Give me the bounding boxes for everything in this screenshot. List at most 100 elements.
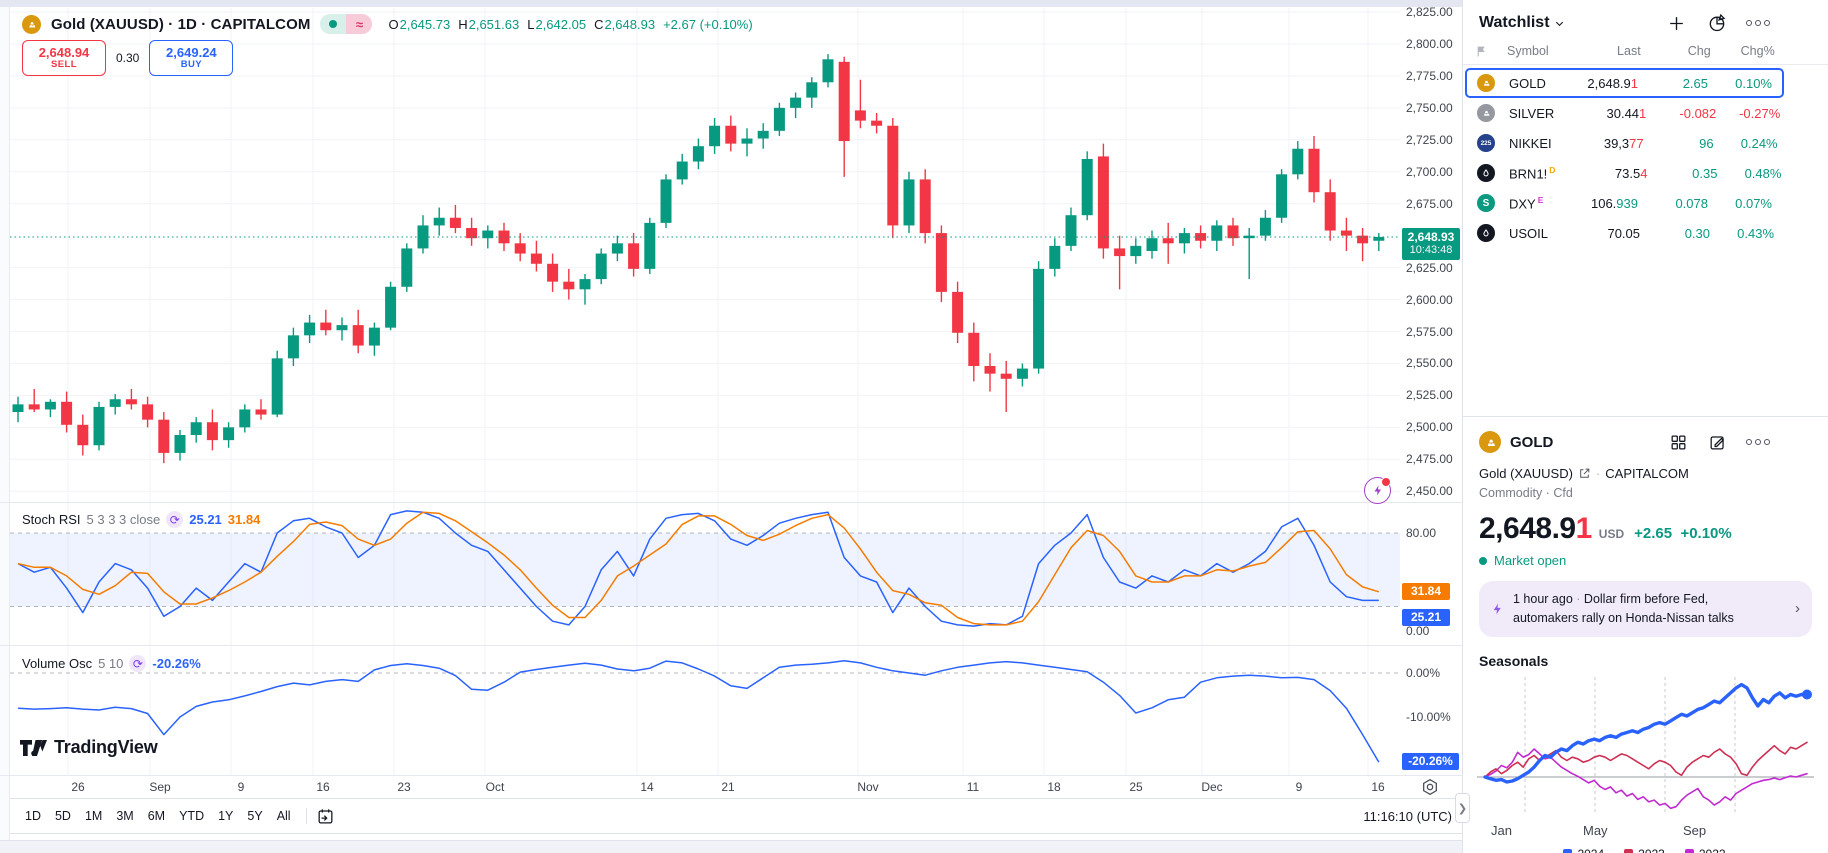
stoch-tick: 80.00 (1406, 526, 1437, 540)
range-button-5d[interactable]: 5D (54, 809, 71, 823)
date-tick: 11 (966, 780, 980, 794)
dollar-icon: S (1477, 194, 1495, 212)
market-status-pill[interactable]: ≈ (320, 14, 373, 34)
range-button-5y[interactable]: 5Y (247, 809, 263, 823)
refresh-icon[interactable]: ⟳ (166, 511, 184, 528)
panel-collapse-handle[interactable]: ❯ (1455, 793, 1470, 823)
range-button-ytd[interactable]: YTD (179, 809, 205, 823)
silver-icon (1477, 104, 1495, 122)
range-button-1m[interactable]: 1M (84, 809, 103, 823)
legend-item-2024[interactable]: 2024 (1563, 847, 1604, 853)
time-axis[interactable]: 26 Sep 9 16 23 Oct 14 21 Nov 11 18 25 Dec 9 16 (10, 776, 1462, 797)
watchlist-menu-icon[interactable] (1745, 19, 1770, 27)
edit-note-icon[interactable] (1707, 431, 1729, 453)
date-tick: 16 (316, 780, 330, 794)
date-tick: 25 (1129, 780, 1143, 794)
volume-osc-header[interactable]: Volume Osc 5 10 ⟳ -20.26% (22, 655, 201, 672)
last-price-badge: 2,648.93 10:43:48 (1402, 228, 1460, 261)
last-value: 2,648.91 (1587, 75, 1638, 91)
pane-separator[interactable] (0, 645, 1462, 646)
range-button-1d[interactable]: 1D (25, 809, 41, 823)
go-to-date-icon[interactable] (315, 805, 337, 827)
tradingview-logo[interactable]: TradingView (20, 737, 158, 758)
buy-button[interactable]: 2,649.24 BUY (149, 40, 234, 76)
seasonals-month-tick: Jan (1491, 822, 1512, 838)
date-tick: 14 (640, 780, 654, 794)
watchlist-row-brn1[interactable]: BRN1! D 73.54 0.35 0.48% (1465, 158, 1784, 188)
watchlist-row-dxy[interactable]: S DXY E 106.939 0.078 0.07% (1465, 188, 1784, 218)
seasonals-title: Seasonals (1479, 652, 1549, 669)
legend-swatch (1684, 849, 1694, 853)
legend-item-2022[interactable]: 2022 (1684, 847, 1726, 853)
last-price: 2,648.93 (1407, 230, 1455, 245)
watchlist-row-gold[interactable]: GOLD 2,648.91 2.65 0.10% (1465, 68, 1784, 98)
watchlist-row-silver[interactable]: SILVER 30.441 -0.082 -0.27% (1465, 98, 1784, 128)
right-panel: Watchlist Symbol Last Chg Chg% GOLD 2, (1463, 0, 1828, 853)
external-link-icon[interactable] (1578, 467, 1591, 480)
price-tick: 2,725.00 (1406, 132, 1453, 147)
chevron-right-icon: › (1795, 600, 1800, 618)
bar-countdown: 10:43:48 (1409, 244, 1453, 257)
price-chart[interactable] (0, 0, 1462, 776)
refresh-icon[interactable]: ⟳ (129, 655, 147, 672)
layout-grid-icon[interactable] (1668, 431, 1690, 453)
change-value: 2.65 (1682, 75, 1708, 91)
price-alert-button[interactable] (1364, 477, 1391, 504)
watchlist-column-headers[interactable]: Symbol Last Chg Chg% (1463, 42, 1828, 65)
price-tick: 2,575.00 (1406, 324, 1453, 339)
detail-category: Commodity · Cfd (1479, 486, 1573, 500)
legend-item-2023[interactable]: 2023 (1624, 847, 1665, 853)
stoch-rsi-header[interactable]: Stoch RSI 5 3 3 3 close ⟳ 25.21 31.84 (22, 511, 260, 528)
news-flash-icon (1491, 602, 1504, 616)
stoch-d-badge: 31.84 (1402, 582, 1450, 600)
range-button-1y[interactable]: 1Y (218, 809, 234, 823)
indicator-params: 5 10 (98, 656, 124, 671)
price-tick: 2,675.00 (1406, 196, 1453, 211)
section-divider (1463, 416, 1828, 417)
flag-all-icon[interactable] (1475, 45, 1501, 58)
detail-menu-icon[interactable] (1745, 438, 1770, 446)
range-button-3m[interactable]: 3M (116, 809, 134, 823)
last-value: 106.939 (1590, 195, 1638, 211)
panel-divider[interactable] (1462, 0, 1463, 853)
indicator-name[interactable]: Volume Osc (22, 656, 93, 671)
date-tick: Dec (1201, 780, 1223, 794)
sell-button[interactable]: 2,648.94 SELL (22, 40, 106, 76)
last-value: 73.54 (1614, 165, 1648, 181)
left-toolbar-strip[interactable] (0, 7, 10, 853)
pane-separator[interactable] (0, 502, 1462, 503)
news-headline[interactable]: 1 hour ago · Dollar firm before Fed, aut… (1513, 592, 1734, 625)
watchlist-title[interactable]: Watchlist (1479, 14, 1565, 32)
symbol-name: GOLD (1509, 75, 1546, 91)
detail-symbol-name[interactable]: GOLD (1510, 433, 1554, 451)
change-pct-value: -0.27% (1739, 105, 1781, 121)
market-open-dot-icon (1479, 556, 1487, 565)
gold-icon (1477, 74, 1495, 92)
range-button-6m[interactable]: 6M (147, 809, 166, 823)
add-symbol-icon[interactable] (1666, 12, 1688, 34)
price-tick: 2,625.00 (1406, 260, 1453, 275)
utc-clock[interactable]: 11:16:10 (UTC) (1363, 808, 1452, 824)
detail-price-tick: 1 (1575, 512, 1593, 545)
watchlist-row-nikkei[interactable]: 225 NIKKEI 39,377 96 0.24% (1465, 128, 1784, 158)
spread-value: 0.30 (116, 51, 140, 65)
date-tick: Nov (857, 780, 879, 794)
range-button-all[interactable]: All (276, 809, 291, 823)
news-card[interactable]: 1 hour ago · Dollar firm before Fed, aut… (1479, 581, 1812, 637)
volume-osc-value: -20.26% (152, 656, 201, 671)
price-tick: 2,475.00 (1406, 452, 1453, 467)
notification-dot (1381, 477, 1391, 487)
watchlist-row-usoil[interactable]: USOIL 70.05 0.30 0.43% (1465, 218, 1784, 248)
axis-settings-icon[interactable] (1420, 777, 1440, 797)
detail-full-name[interactable]: Gold (XAUUSD) (1479, 466, 1573, 481)
detail-exchange[interactable]: CAPITALCOM (1605, 466, 1689, 481)
seasonals-chart[interactable] (1477, 673, 1814, 821)
symbol-title[interactable]: Gold (XAUUSD) · 1D · CAPITALCOM (51, 15, 311, 33)
date-tick: Sep (149, 780, 171, 794)
price-tick: 2,525.00 (1406, 388, 1453, 403)
portfolio-pie-icon[interactable] (1706, 12, 1728, 34)
seasonals-legend[interactable]: 2024 2023 2022 (1477, 847, 1812, 853)
stoch-d-value: 31.84 (227, 512, 261, 527)
indicator-name[interactable]: Stoch RSI (22, 512, 81, 527)
